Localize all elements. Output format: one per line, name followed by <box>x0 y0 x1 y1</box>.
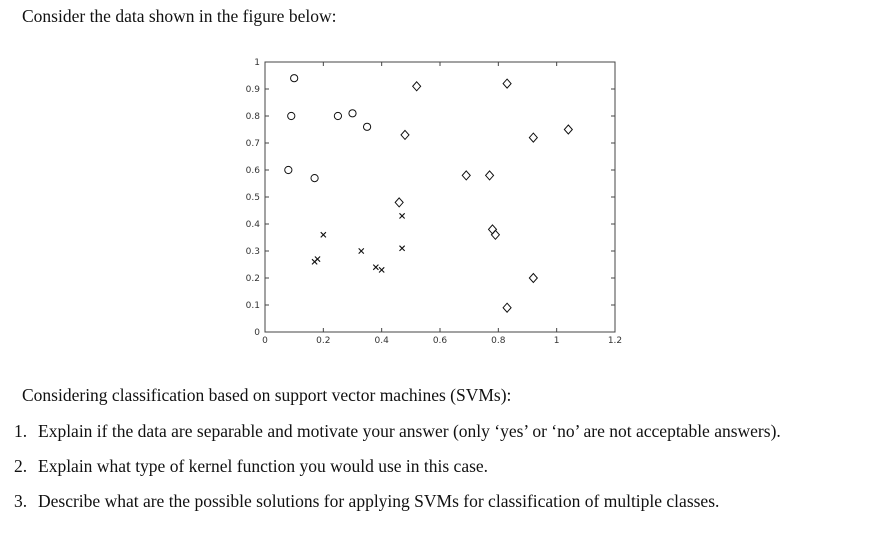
y-tick-label: 1 <box>254 58 260 68</box>
question-2-text: Explain what type of kernel function you… <box>38 456 489 476</box>
circle-point <box>348 109 357 118</box>
plot-frame <box>264 61 616 333</box>
y-tick-label: 0.1 <box>246 301 260 311</box>
question-3-text: Describe what are the possible solutions… <box>38 491 720 511</box>
x-point <box>314 256 321 263</box>
y-tick-label: 0.4 <box>246 220 261 230</box>
lead-text: Considering classification based on supp… <box>22 385 512 405</box>
diamond-point <box>502 302 512 313</box>
diamond-point <box>502 78 512 89</box>
y-tick-label: 0.2 <box>246 274 260 284</box>
question-2-number: 2. <box>14 456 28 476</box>
y-tick-label: 0.8 <box>246 112 261 122</box>
x-point <box>372 264 379 271</box>
y-tick-label: 0 <box>254 328 260 338</box>
x-tick-label: 1 <box>554 336 560 346</box>
circle-point <box>333 111 343 121</box>
question-1-text: Explain if the data are separable and mo… <box>38 421 781 441</box>
question-3: 3. Describe what are the possible solutio… <box>14 491 719 512</box>
scatter-plot: 0 0.2 0.4 0.6 0.8 1 1.2 0 0.1 0.2 0.3 0.4 0.5 0.6 0.7 0… <box>246 58 622 346</box>
diamond-point <box>484 170 495 181</box>
x-tick-label: 0.6 <box>433 336 448 346</box>
diamond-point <box>461 170 471 181</box>
diamond-point <box>411 81 422 92</box>
y-tick-label: 0.5 <box>246 193 260 203</box>
circle-point <box>284 165 293 175</box>
x-tick-label: 1.2 <box>608 336 622 346</box>
diamond-point <box>490 229 501 241</box>
circle-point <box>287 111 296 121</box>
circle-point <box>362 122 372 131</box>
question-1-number: 1. <box>14 421 28 441</box>
question-1: 1. Explain if the data are separable and … <box>14 421 781 442</box>
circle-point <box>310 174 319 183</box>
x-point <box>399 245 406 252</box>
y-tick-label: 0.6 <box>246 166 261 176</box>
y-tick-label: 0.3 <box>246 247 260 257</box>
x-point <box>320 231 327 238</box>
question-3-number: 3. <box>14 491 28 511</box>
x-point <box>378 266 385 273</box>
diamond-point <box>400 129 410 141</box>
y-tick-label: 0.7 <box>246 139 260 149</box>
x-point <box>399 212 406 219</box>
y-tick-label: 0.9 <box>246 85 261 95</box>
x-tick-label: 0.8 <box>491 336 506 346</box>
x-tick-label: 0.2 <box>316 336 330 346</box>
x-point <box>358 248 365 254</box>
diamond-point <box>563 124 574 135</box>
question-2: 2. Explain what type of kernel function y… <box>14 456 488 477</box>
intro-text: Consider the data shown in the figure be… <box>22 6 337 26</box>
diamond-point <box>394 197 404 208</box>
diamond-point <box>528 132 539 143</box>
diamond-point <box>528 272 539 284</box>
x-tick-label: 0 <box>262 336 268 346</box>
x-tick-label: 0.4 <box>375 336 390 346</box>
circle-point <box>290 74 299 83</box>
diamond-point <box>487 224 498 235</box>
